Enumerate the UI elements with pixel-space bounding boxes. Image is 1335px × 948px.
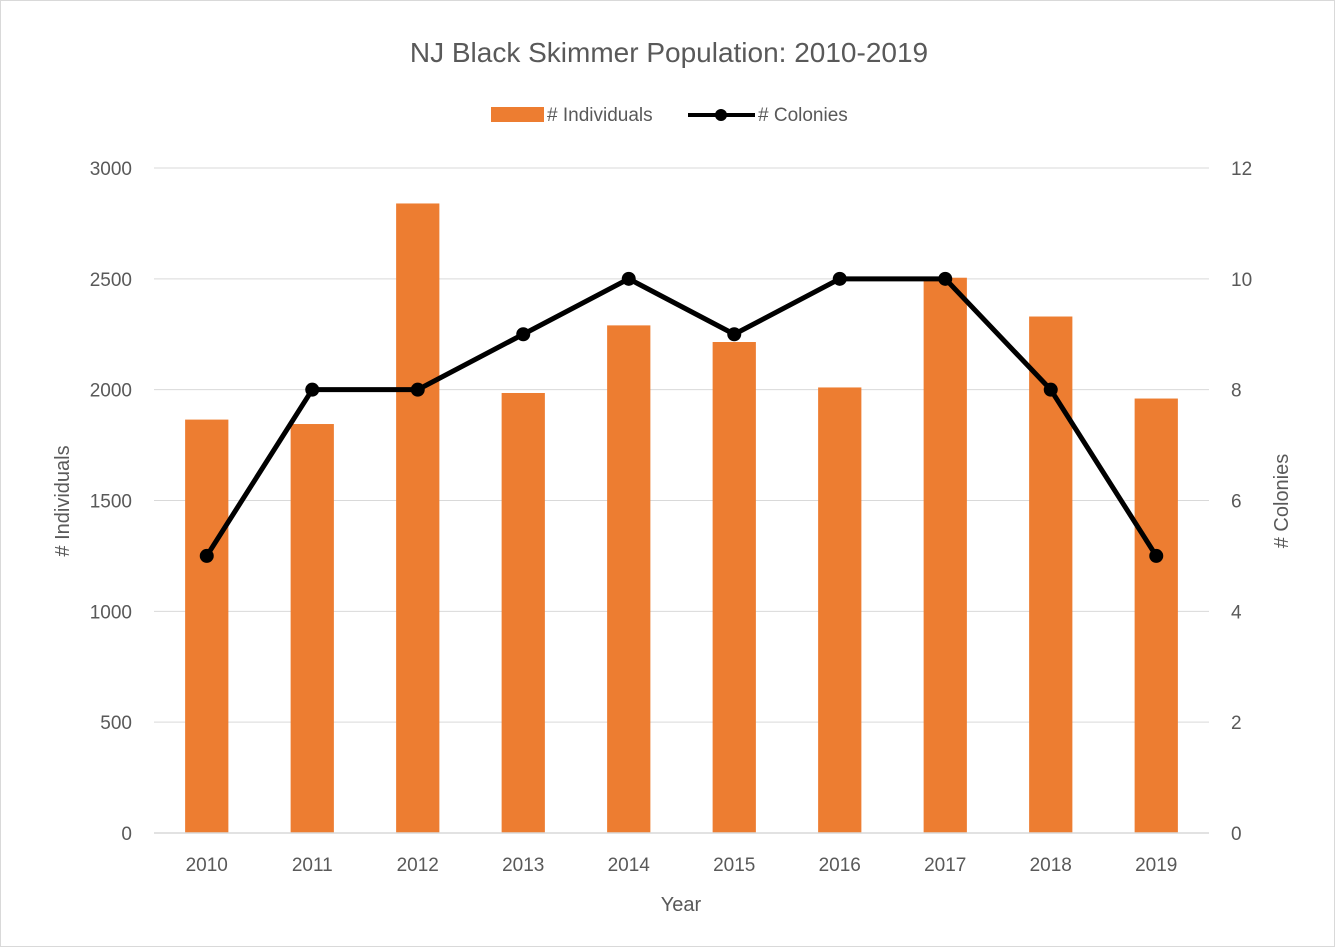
x-tick-label: 2011 bbox=[292, 855, 333, 876]
x-tick-label: 2013 bbox=[502, 855, 544, 876]
chart-title: NJ Black Skimmer Population: 2010-2019 bbox=[410, 37, 928, 68]
left-axis-ticks: 0 500 1000 1500 2000 2500 3000 bbox=[90, 159, 132, 845]
bar-2015 bbox=[712, 342, 756, 833]
right-tick-label: 0 bbox=[1231, 824, 1242, 845]
legend-swatch-colonies-marker bbox=[715, 109, 727, 121]
colonies-point-2010 bbox=[199, 548, 214, 563]
bar-2010 bbox=[185, 419, 229, 833]
right-tick-label: 4 bbox=[1231, 602, 1242, 623]
bar-2013 bbox=[501, 392, 545, 833]
x-tick-label: 2015 bbox=[713, 855, 755, 876]
bar-2017 bbox=[923, 277, 967, 834]
left-tick-label: 0 bbox=[121, 824, 132, 845]
x-axis-title: Year bbox=[661, 894, 702, 916]
x-tick-label: 2017 bbox=[924, 855, 966, 876]
bar-2016 bbox=[818, 387, 862, 833]
colonies-point-2013 bbox=[516, 327, 531, 342]
left-tick-label: 1000 bbox=[90, 602, 132, 623]
colonies-point-2014 bbox=[621, 271, 636, 286]
left-tick-label: 2000 bbox=[90, 381, 132, 402]
y-axis-title: # Individuals bbox=[52, 445, 74, 556]
bar-2019 bbox=[1134, 398, 1178, 833]
x-tick-label: 2012 bbox=[397, 855, 439, 876]
left-tick-label: 500 bbox=[100, 713, 132, 734]
legend-swatch-individuals bbox=[491, 107, 544, 122]
colonies-line bbox=[204, 276, 1159, 558]
bar-2014 bbox=[607, 325, 651, 833]
x-axis-ticks: 2010 2011 2012 2013 2014 2015 2016 2017 2018 2019 bbox=[186, 855, 1178, 876]
right-tick-label: 12 bbox=[1231, 159, 1252, 180]
left-tick-label: 3000 bbox=[90, 159, 132, 180]
right-tick-label: 8 bbox=[1231, 381, 1242, 402]
colonies-point-2012 bbox=[410, 382, 425, 397]
colonies-point-2015 bbox=[727, 327, 742, 342]
right-tick-label: 2 bbox=[1231, 713, 1242, 734]
colonies-point-2011 bbox=[305, 382, 320, 397]
bar-2011 bbox=[290, 424, 334, 833]
x-tick-label: 2019 bbox=[1135, 855, 1177, 876]
colonies-point-2016 bbox=[832, 271, 847, 286]
bar-2012 bbox=[396, 203, 440, 833]
bar-2018 bbox=[1029, 316, 1073, 833]
legend-label-colonies: # Colonies bbox=[758, 105, 848, 126]
line-series-colonies bbox=[199, 271, 1164, 563]
x-tick-label: 2010 bbox=[186, 855, 228, 876]
right-axis-ticks: 0 2 4 6 8 10 12 bbox=[1231, 159, 1252, 845]
x-tick-label: 2018 bbox=[1030, 855, 1072, 876]
right-tick-label: 6 bbox=[1231, 492, 1242, 513]
legend-label-individuals: # Individuals bbox=[547, 105, 653, 126]
right-tick-label: 10 bbox=[1231, 270, 1252, 291]
legend: # Individuals # Colonies bbox=[491, 105, 848, 126]
x-tick-label: 2014 bbox=[608, 855, 651, 876]
y2-axis-title: # Colonies bbox=[1271, 454, 1293, 549]
colonies-point-2019 bbox=[1149, 548, 1164, 563]
colonies-point-2017 bbox=[938, 271, 953, 286]
x-tick-label: 2016 bbox=[819, 855, 861, 876]
colonies-point-2018 bbox=[1043, 382, 1058, 397]
left-tick-label: 1500 bbox=[90, 492, 132, 513]
left-tick-label: 2500 bbox=[90, 270, 132, 291]
bar-series-individuals bbox=[185, 203, 1178, 834]
